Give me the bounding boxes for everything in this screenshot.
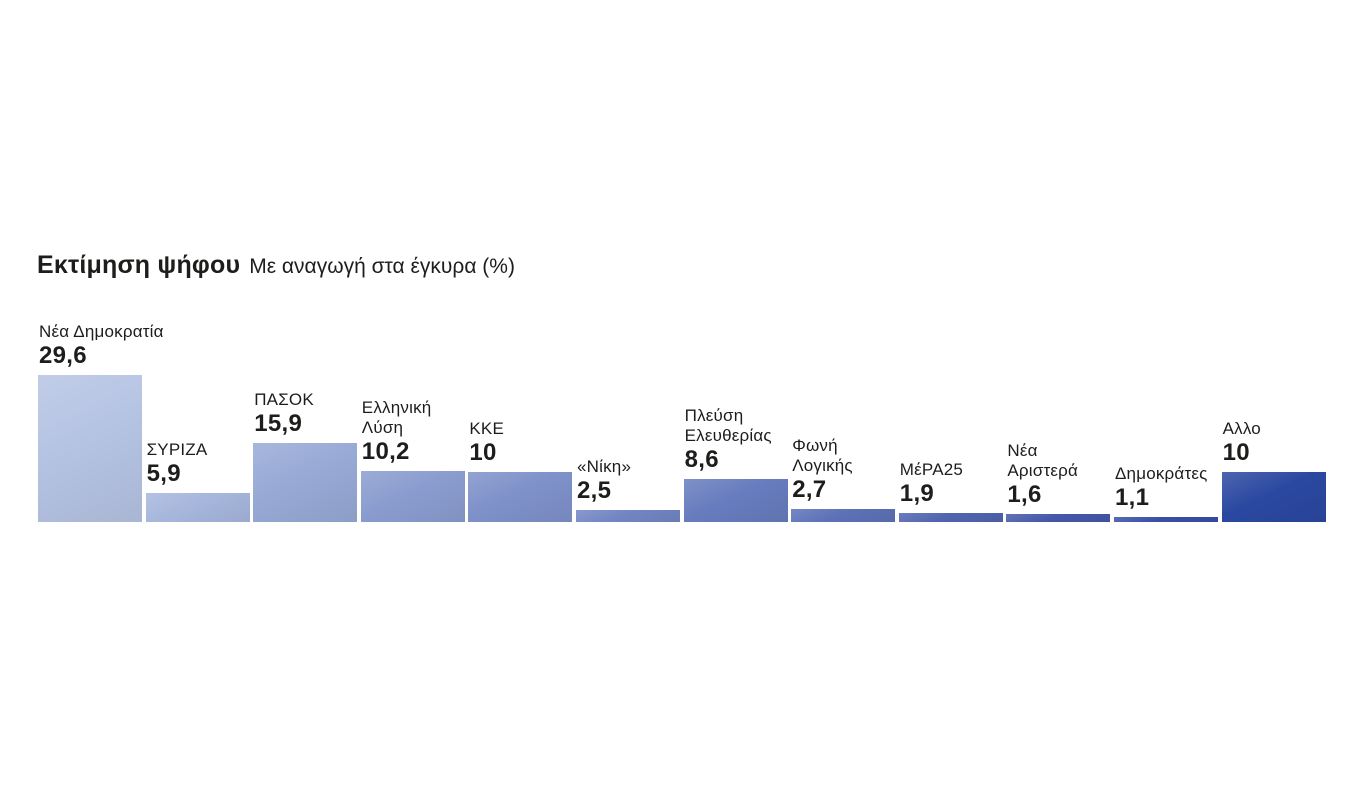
bar-foni-logikis <box>791 508 896 522</box>
bar-label-nea-dimokratia: Νέα Δημοκρατία 29,6 <box>39 322 164 369</box>
bar-category-elliniki-lysi: Λύση <box>361 418 404 438</box>
bar-pasok <box>253 443 358 522</box>
bar-value-niki: 2,5 <box>577 476 612 504</box>
bar-nea-aristera <box>1006 514 1111 522</box>
bar-category-plefsi-eleftherias: Πλεύση <box>684 406 744 426</box>
bar-label-syriza: ΣΥΡΙΖΑ 5,9 <box>147 440 208 487</box>
bar-value-elliniki-lysi: 10,2 <box>361 438 410 466</box>
bar-label-foni-logikis: Φωνή Λογικής 2,7 <box>792 436 853 503</box>
bar-category-syriza: ΣΥΡΙΖΑ <box>146 439 208 459</box>
bar-value-syriza: 5,9 <box>146 459 181 487</box>
bar-label-kke: ΚΚΕ 10 <box>469 419 504 466</box>
bar-category-allo: Αλλο <box>1222 419 1261 439</box>
bar-category-pasok: ΠΑΣΟΚ <box>254 390 314 409</box>
bar-nea-dimokratia <box>38 375 142 522</box>
bar-niki <box>576 509 680 522</box>
bar-value-mera25: 1,9 <box>899 479 935 507</box>
bar-allo <box>1221 472 1326 522</box>
bar-category-foni-logikis: Λογικής <box>792 455 853 475</box>
chart-title: Εκτίμηση ψήφου <box>37 251 241 279</box>
bar-value-dimokrates: 1,1 <box>1115 483 1150 511</box>
bar-label-dimokrates: Δημοκράτες 1,1 <box>1115 464 1208 511</box>
bar-value-plefsi-eleftherias: 8,6 <box>684 446 719 474</box>
bar-category-kke: ΚΚΕ <box>469 419 505 439</box>
bar-category-dimokrates: Δημοκράτες <box>1115 463 1208 483</box>
bar-dimokrates <box>1114 516 1218 522</box>
bar-label-allo: Αλλο 10 <box>1223 419 1261 466</box>
bar-value-allo: 10 <box>1222 439 1250 467</box>
bar-category-nea-dimokratia: Νέα Δημοκρατία <box>39 322 164 341</box>
bar-value-foni-logikis: 2,7 <box>792 475 827 503</box>
bar-label-pasok: ΠΑΣΟΚ 15,9 <box>254 390 314 437</box>
bar-category-niki: «Νίκη» <box>577 456 632 476</box>
bar-label-niki: «Νίκη» 2,5 <box>577 457 631 504</box>
bar-elliniki-lysi <box>360 471 465 522</box>
bar-plefsi-eleftherias <box>683 479 788 522</box>
bar-label-mera25: ΜέΡΑ25 1,9 <box>900 460 963 507</box>
bar-category-elliniki-lysi: Ελληνική <box>361 398 432 418</box>
bar-syriza <box>145 492 250 522</box>
bar-mera25 <box>898 512 1003 522</box>
bar-category-plefsi-eleftherias: Ελευθερίας <box>684 426 772 446</box>
bar-value-nea-aristera: 1,6 <box>1007 481 1042 509</box>
bar-label-plefsi-eleftherias: Πλεύση Ελευθερίας 8,6 <box>685 406 772 473</box>
bar-category-nea-aristera: Αριστερά <box>1007 461 1079 481</box>
bar-kke <box>468 472 573 522</box>
bar-label-elliniki-lysi: Ελληνική Λύση 10,2 <box>362 398 432 465</box>
bar-category-nea-aristera: Νέα <box>1007 441 1038 461</box>
bar-value-kke: 10 <box>469 439 497 467</box>
bar-value-pasok: 15,9 <box>254 410 303 437</box>
chart-subtitle: Με αναγωγή στα έγκυρα (%) <box>249 255 515 278</box>
bar-category-mera25: ΜέΡΑ25 <box>899 459 964 479</box>
chart-header: Εκτίμηση ψήφου Με αναγωγή στα έγκυρα (%) <box>37 251 515 280</box>
bar-label-nea-aristera: Νέα Αριστερά 1,6 <box>1007 441 1078 508</box>
bar-value-nea-dimokratia: 29,6 <box>39 342 87 369</box>
bar-category-foni-logikis: Φωνή <box>792 435 838 455</box>
